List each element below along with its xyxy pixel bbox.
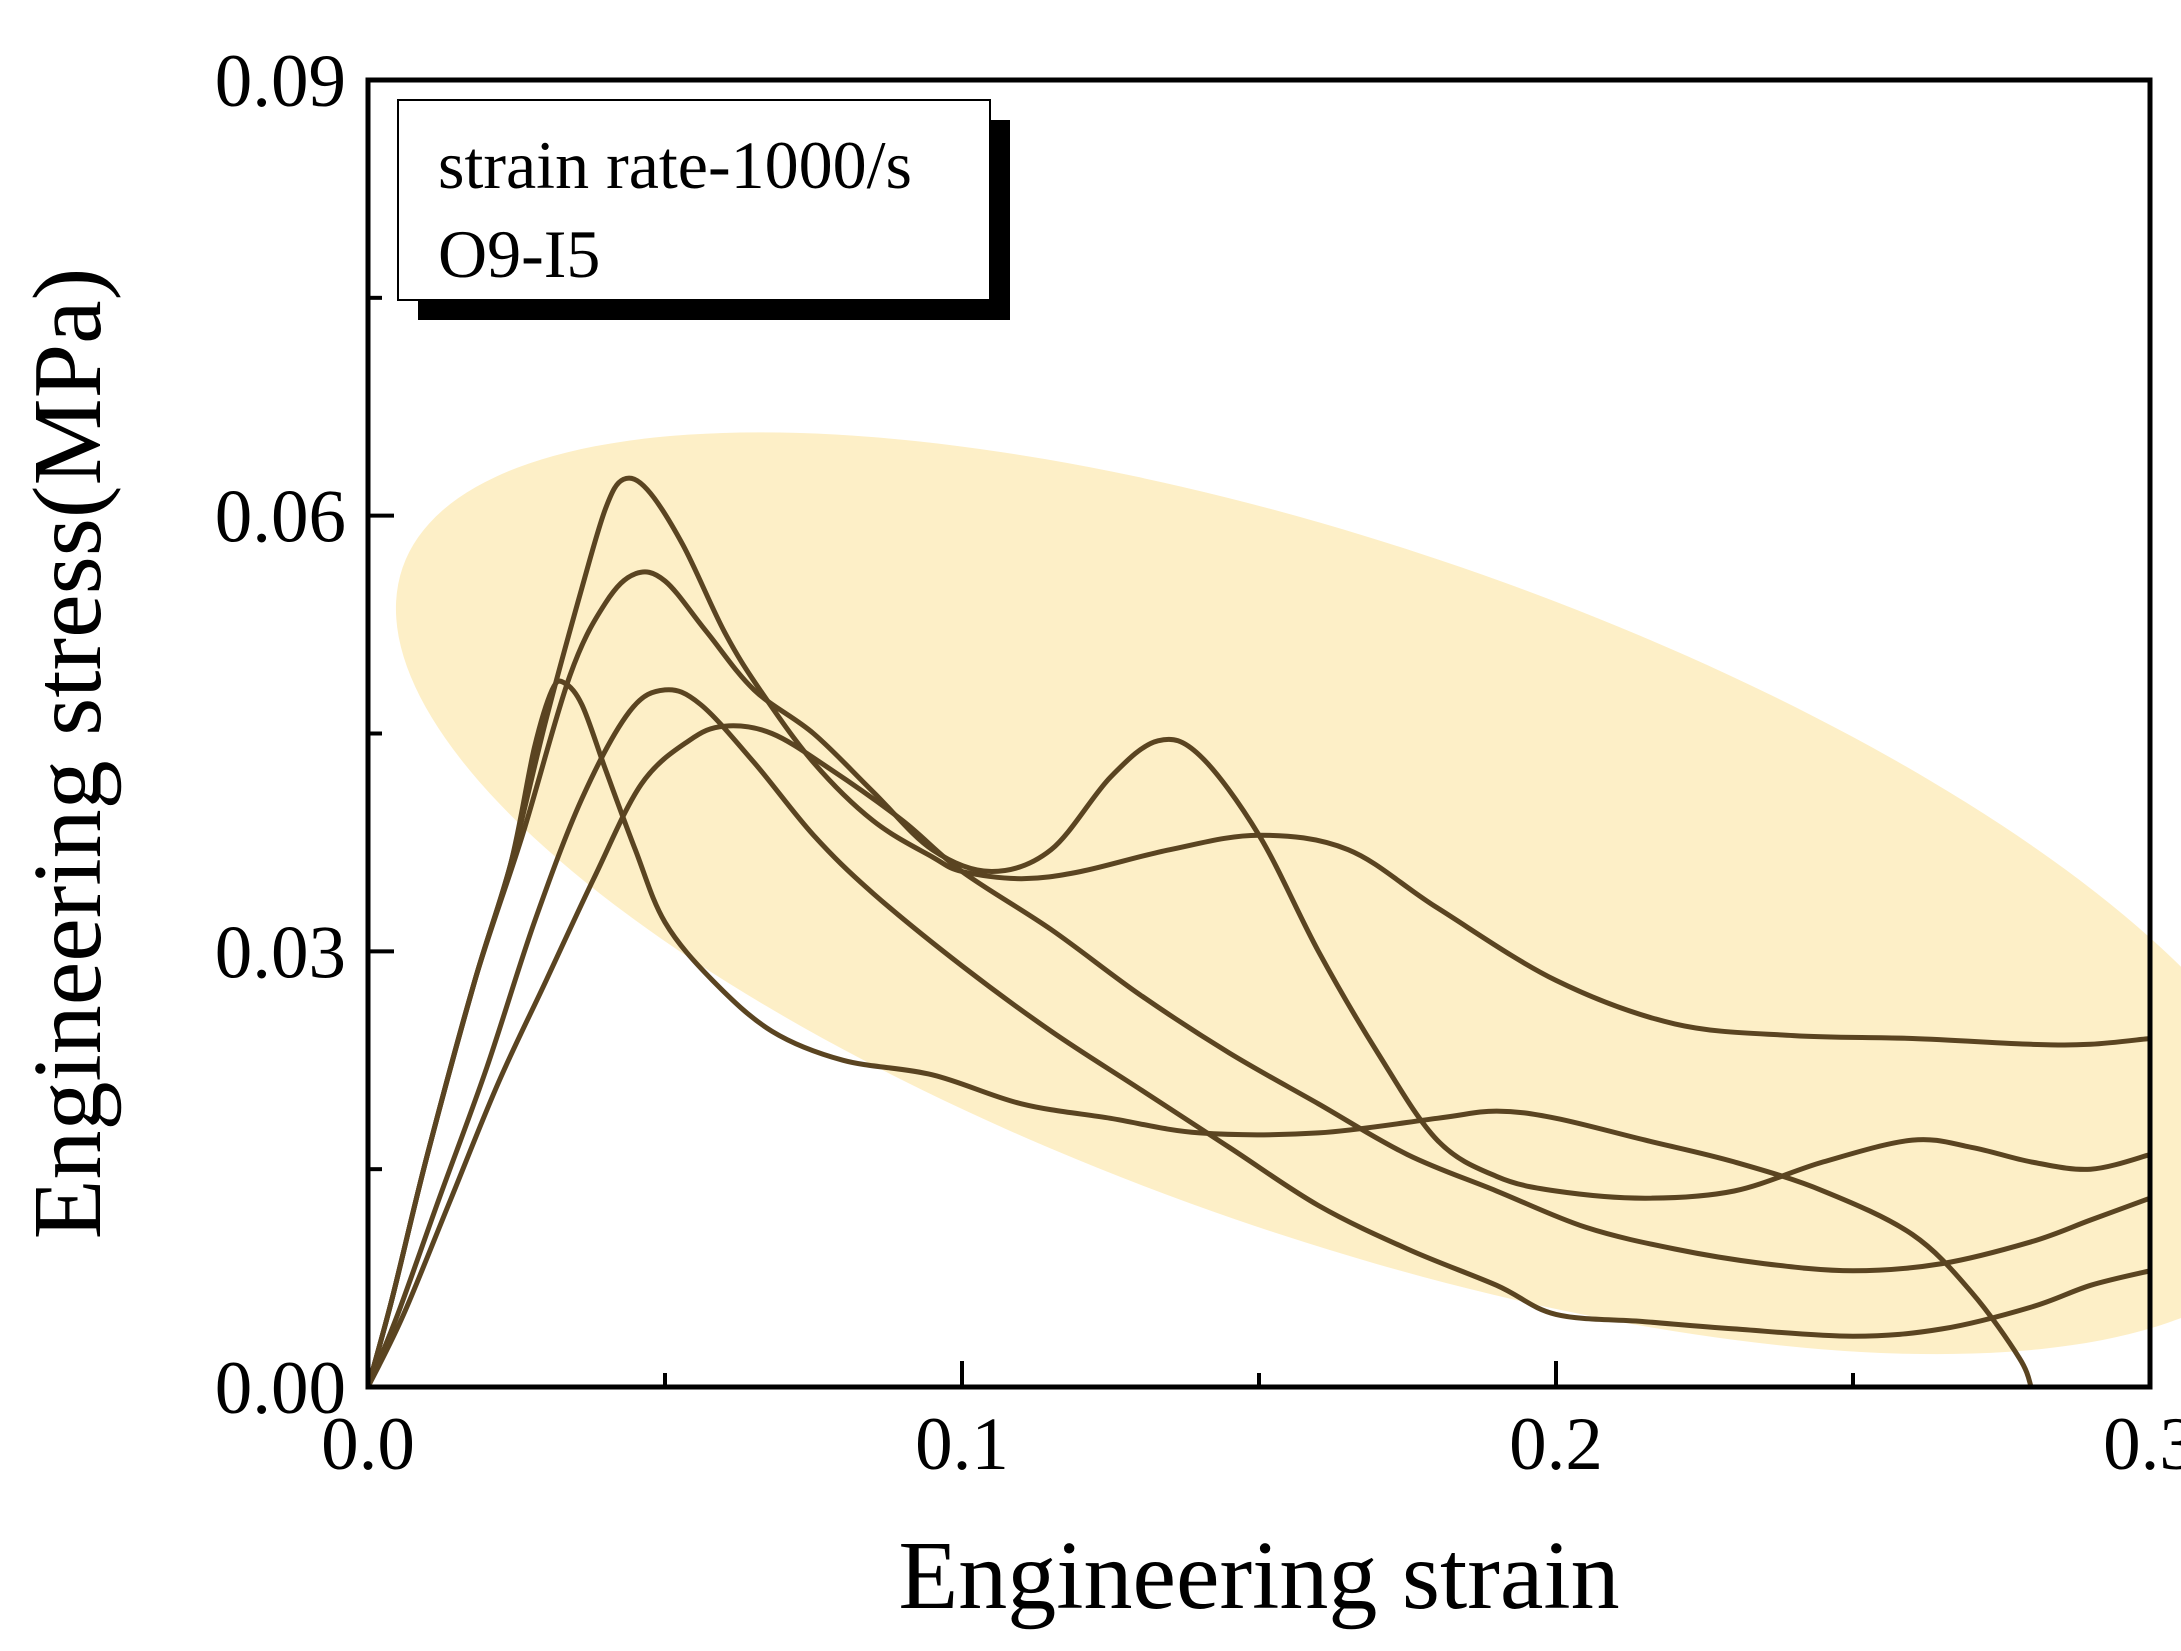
series-line-4 (365, 687, 2153, 1390)
highlight-layer (395, 432, 2181, 1355)
series-line-5 (365, 723, 2153, 1390)
series-line-2 (365, 569, 2153, 1390)
legend-box (397, 99, 991, 301)
x-tick-label: 0.0 (321, 1403, 415, 1486)
legend-text-sample: O9-I5 (438, 216, 600, 292)
legend: strain rate-1000/s O9-I5 (397, 99, 1010, 320)
ticks-layer: 0.0 0.1 0.2 0.3 0.00 0.03 0.06 0.09 (215, 40, 2181, 1486)
y-tick-label: 0.06 (215, 476, 346, 559)
y-tick-label: 0.00 (215, 1347, 346, 1430)
legend-text-rate: strain rate-1000/s (438, 127, 912, 203)
x-tick-label: 0.1 (915, 1403, 1009, 1486)
y-tick-label: 0.03 (215, 911, 346, 994)
y-tick-label: 0.09 (215, 40, 346, 123)
x-tick-label: 0.3 (2103, 1403, 2181, 1486)
highlight-ellipse (395, 432, 2181, 1355)
x-tick-label: 0.2 (1509, 1403, 1603, 1486)
series-layer (365, 475, 2153, 1390)
y-axis-title: Engineering stress(MPa) (14, 268, 122, 1240)
series-line-3 (365, 678, 2034, 1390)
x-axis-title: Engineering strain (898, 1522, 1619, 1630)
